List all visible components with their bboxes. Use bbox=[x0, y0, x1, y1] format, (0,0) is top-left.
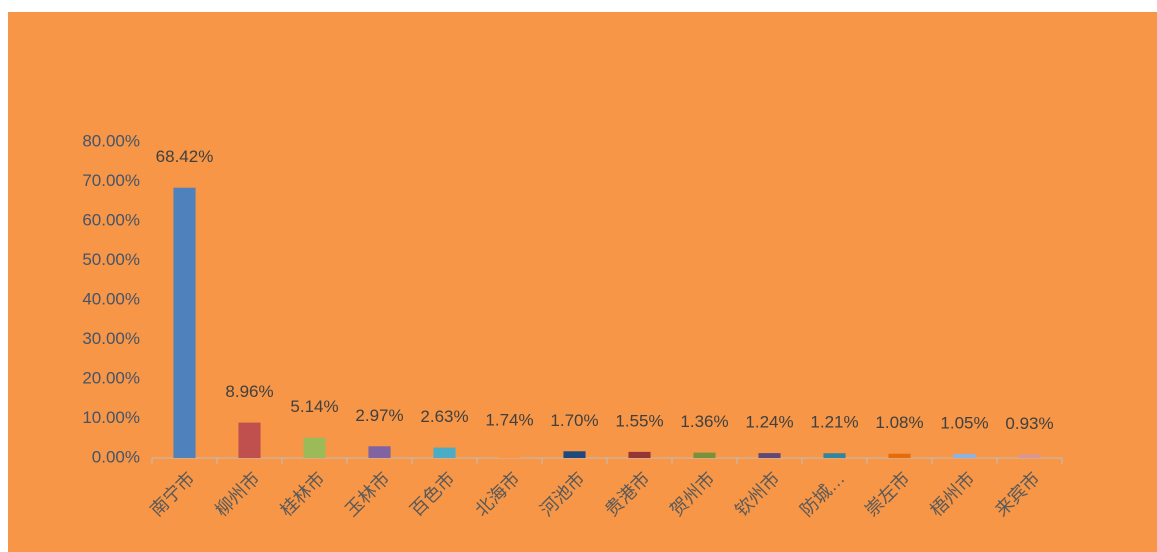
y-tick-label: 40.00% bbox=[82, 289, 140, 308]
data-label: 2.97% bbox=[355, 406, 403, 425]
y-tick-label: 80.00% bbox=[82, 131, 140, 150]
bar bbox=[628, 451, 651, 458]
y-tick-label: 20.00% bbox=[82, 368, 140, 387]
bar bbox=[1018, 454, 1041, 458]
bar bbox=[368, 446, 391, 458]
data-label: 5.14% bbox=[290, 397, 338, 416]
y-tick-label: 30.00% bbox=[82, 329, 140, 348]
data-label: 1.21% bbox=[810, 413, 858, 432]
bar bbox=[238, 422, 261, 458]
data-label: 1.05% bbox=[940, 413, 988, 432]
y-tick-label: 10.00% bbox=[82, 408, 140, 427]
data-label: 68.42% bbox=[156, 147, 214, 166]
y-tick-label: 50.00% bbox=[82, 250, 140, 269]
bar bbox=[888, 453, 911, 458]
bar bbox=[173, 187, 196, 458]
bar bbox=[563, 451, 586, 458]
bar bbox=[433, 447, 456, 458]
y-tick-label: 70.00% bbox=[82, 171, 140, 190]
y-tick-label: 0.00% bbox=[92, 447, 140, 466]
bar bbox=[693, 452, 716, 458]
data-label: 2.63% bbox=[420, 407, 468, 426]
data-label: 0.93% bbox=[1005, 414, 1053, 433]
y-tick-label: 60.00% bbox=[82, 210, 140, 229]
bar bbox=[303, 437, 326, 458]
data-label: 1.08% bbox=[875, 413, 923, 432]
bar bbox=[823, 453, 846, 458]
data-label: 1.74% bbox=[485, 411, 533, 430]
data-label: 1.36% bbox=[680, 412, 728, 431]
data-label: 1.55% bbox=[615, 411, 663, 430]
bar bbox=[758, 453, 781, 458]
chart-background bbox=[8, 12, 1157, 552]
data-label: 1.24% bbox=[745, 413, 793, 432]
bar bbox=[498, 451, 521, 458]
bar bbox=[953, 453, 976, 458]
data-label: 8.96% bbox=[225, 382, 273, 401]
data-label: 1.70% bbox=[550, 411, 598, 430]
